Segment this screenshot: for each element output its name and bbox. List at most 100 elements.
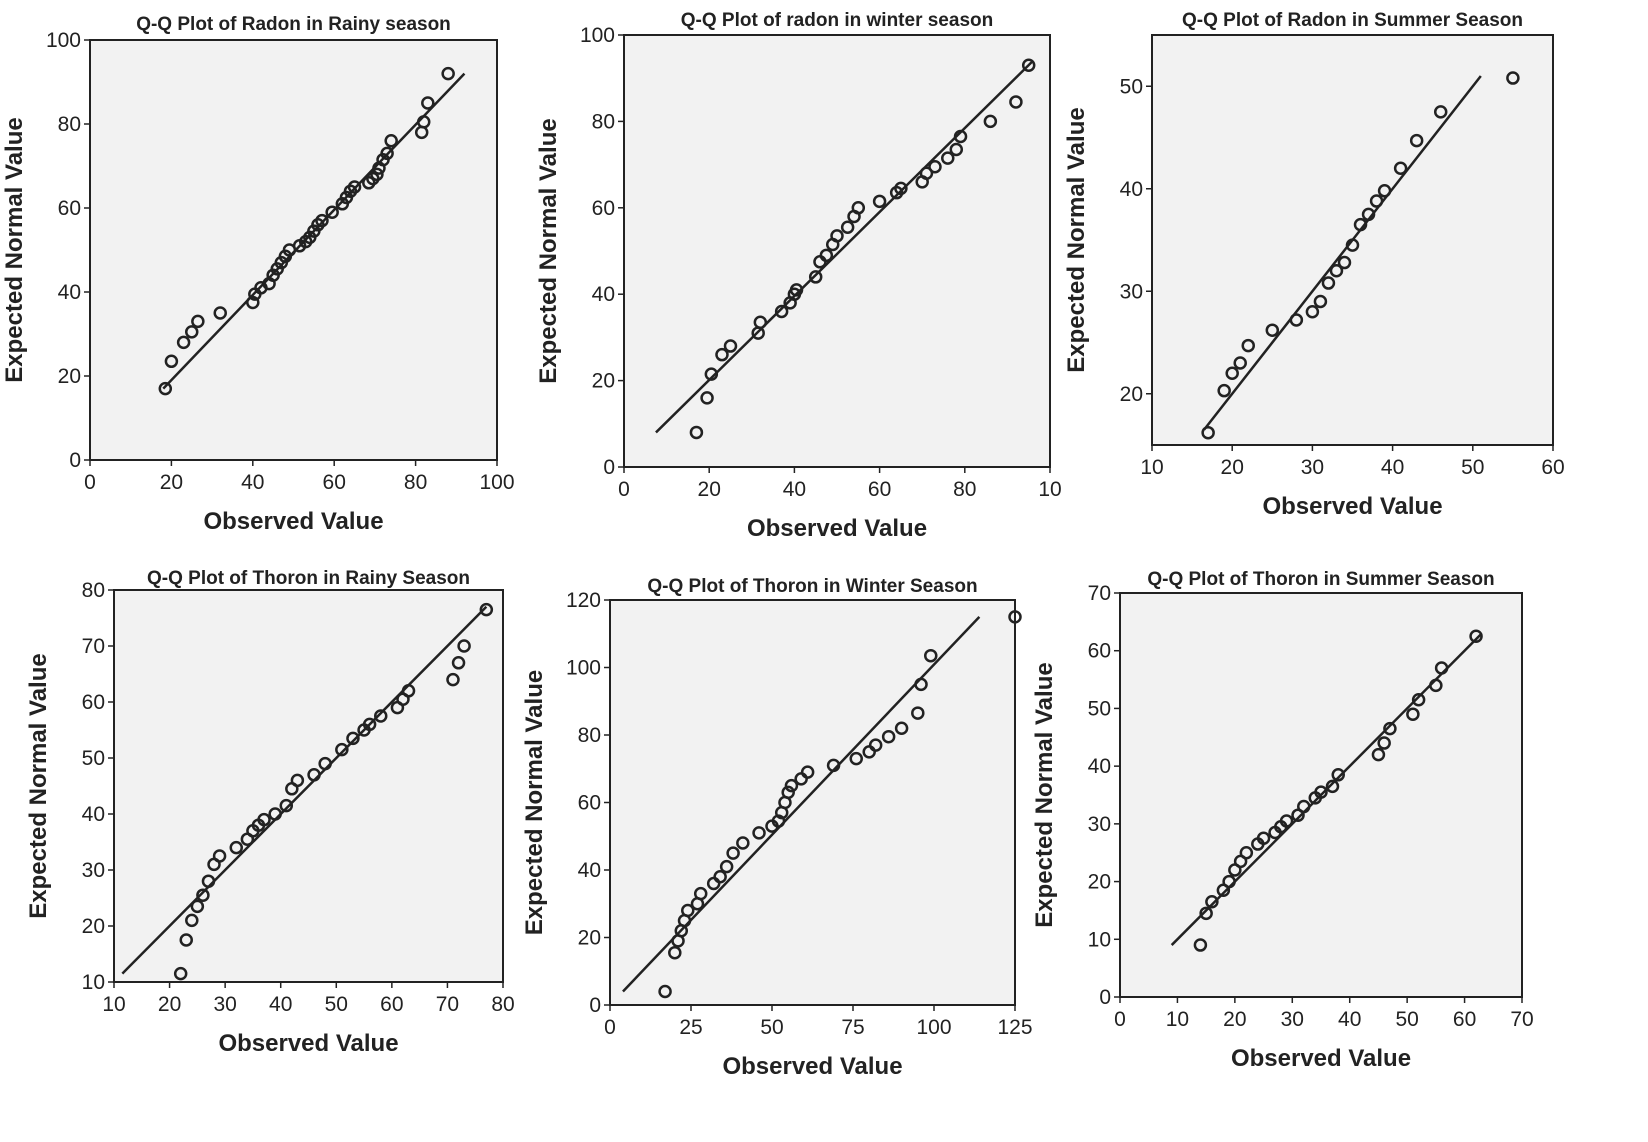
data-point — [928, 160, 942, 174]
y-tick-label: 0 — [1099, 986, 1111, 1009]
data-point — [658, 984, 672, 999]
x-tick-label: 0 — [604, 1016, 616, 1039]
x-tick-label: 20 — [160, 471, 183, 494]
data-point — [1434, 661, 1449, 675]
data-point — [1199, 906, 1213, 921]
data-point — [290, 773, 305, 788]
chart-title: Q-Q Plot of Thoron in Rainy Season — [147, 568, 470, 589]
data-point — [784, 778, 799, 793]
x-tick-label: 60 — [1453, 1008, 1476, 1031]
y-tick-label: 100 — [566, 657, 601, 680]
x-tick-label: 40 — [269, 993, 292, 1016]
data-point — [325, 205, 339, 219]
y-tick-label: 30 — [1088, 813, 1111, 836]
data-point — [347, 180, 362, 194]
y-tick-label: 0 — [589, 994, 601, 1017]
data-point — [1021, 58, 1036, 72]
y-tick-label: 60 — [592, 197, 615, 220]
data-point — [914, 677, 928, 692]
data-point — [719, 859, 734, 874]
y-tick-label: 40 — [82, 803, 105, 826]
data-point — [185, 913, 199, 928]
data-point — [173, 966, 188, 981]
reference-line — [121, 605, 488, 975]
x-tick-label: 70 — [436, 993, 459, 1016]
data-point — [212, 849, 227, 863]
data-point — [800, 765, 815, 779]
x-tick-label: 40 — [241, 471, 264, 494]
data-point — [1353, 217, 1368, 232]
x-tick-label: 50 — [1461, 456, 1484, 479]
y-tick-label: 40 — [1088, 755, 1111, 778]
data-point — [1409, 133, 1424, 148]
data-point — [1329, 264, 1344, 278]
plot-area — [623, 34, 1051, 468]
qq-panel-2: Q-Q Plot of radon in winter season 0 20 40 6… — [535, 10, 1062, 542]
reference-line — [655, 60, 1034, 434]
data-point — [840, 220, 855, 234]
data-point — [1241, 338, 1255, 353]
x-tick-label: 20 — [1221, 456, 1244, 479]
data-point — [693, 886, 708, 901]
data-point — [1469, 629, 1483, 644]
data-point — [1279, 814, 1294, 828]
data-point — [689, 425, 704, 440]
data-point — [1331, 768, 1345, 782]
x-tick-label: 50 — [1395, 1008, 1418, 1031]
data-point — [1289, 313, 1304, 327]
y-tick-label: 40 — [578, 859, 601, 882]
data-point — [1325, 779, 1340, 794]
x-tick-label: 0 — [84, 471, 96, 494]
x-axis-label: Observed Value — [722, 1053, 902, 1080]
data-point — [1305, 305, 1320, 319]
x-tick-label: 20 — [698, 478, 721, 501]
data-point — [1371, 747, 1386, 762]
data-point — [1265, 323, 1280, 337]
y-axis-label: Expected Normal Value — [521, 670, 548, 935]
y-tick-label: 50 — [1088, 697, 1111, 720]
x-tick-label: 100 — [479, 471, 514, 494]
data-point — [1217, 383, 1231, 398]
x-tick-label: 60 — [323, 471, 346, 494]
data-point — [279, 798, 294, 813]
data-point — [1337, 255, 1352, 270]
qq-panel-1: Q-Q Plot of Radon in Rainy season 0 20 40 60… — [1, 14, 515, 535]
x-axis-label: Observed Value — [1262, 493, 1442, 520]
x-tick-label: 100 — [916, 1016, 951, 1039]
data-point — [1393, 161, 1408, 175]
x-tick-label: 40 — [1381, 456, 1404, 479]
y-tick-label: 0 — [69, 449, 81, 472]
data-point — [1193, 938, 1208, 952]
x-tick-label: 10 — [102, 993, 125, 1016]
data-point — [1321, 276, 1336, 290]
data-point — [380, 146, 394, 161]
x-tick-label: 60 — [1541, 456, 1564, 479]
data-point — [715, 347, 729, 362]
data-point — [700, 391, 714, 405]
data-point — [185, 325, 199, 339]
data-point — [713, 870, 727, 884]
y-tick-label: 80 — [82, 579, 105, 602]
y-tick-label: 40 — [592, 283, 615, 306]
x-tick-label: 10 — [1038, 478, 1061, 501]
data-point — [781, 785, 795, 800]
data-point — [1225, 366, 1239, 380]
data-point — [1377, 736, 1391, 750]
data-point — [446, 672, 460, 687]
data-point — [176, 335, 191, 350]
data-point — [1256, 831, 1271, 846]
x-tick-label: 60 — [868, 478, 891, 501]
x-axis-label: Observed Value — [218, 1030, 398, 1057]
y-tick-label: 70 — [82, 635, 105, 658]
data-point — [1369, 194, 1384, 208]
x-tick-label: 40 — [783, 478, 806, 501]
qq-panel-6: Q-Q Plot of Thoron in Summer Season 0 10 20… — [1031, 569, 1534, 1072]
y-tick-label: 60 — [58, 197, 81, 220]
chart-title: Q-Q Plot of radon in winter season — [681, 10, 993, 31]
y-axis-label: Expected Normal Value — [535, 118, 562, 383]
data-point — [894, 721, 909, 735]
data-point — [753, 315, 768, 330]
data-point — [949, 142, 964, 157]
data-point — [1361, 207, 1376, 222]
data-point — [1297, 799, 1311, 814]
